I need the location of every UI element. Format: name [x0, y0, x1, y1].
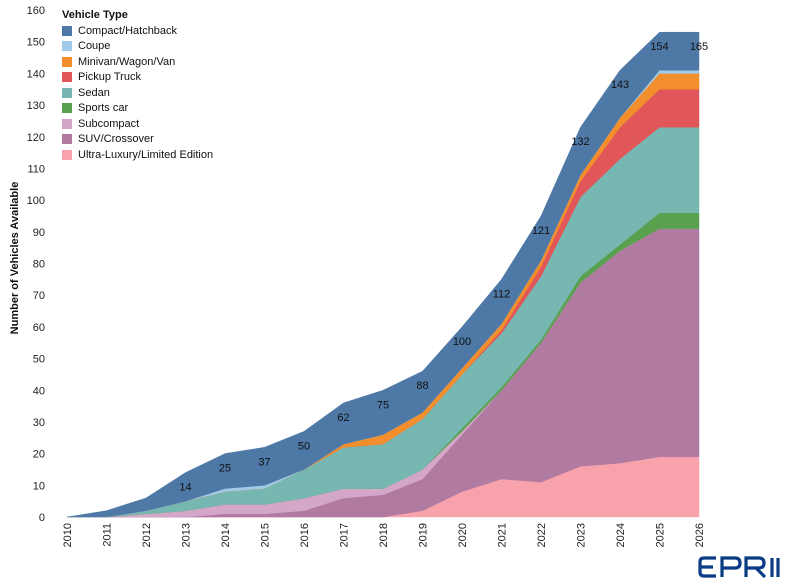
data-labels: 14 25 37 50 62 75 88 100 112 121 132 143 154 165 — [179, 41, 708, 493]
y-tick-label: 160 — [27, 5, 45, 17]
epri-logo — [698, 556, 780, 579]
y-tick-label: 50 — [33, 354, 45, 366]
x-tick-label: 2026 — [694, 523, 706, 547]
legend-swatch — [62, 134, 72, 145]
area-layer — [66, 31, 700, 518]
legend-label: Ultra-Luxury/Limited Edition — [78, 148, 214, 161]
x-tick-label: 2021 — [497, 523, 509, 547]
legend-label: Sedan — [78, 86, 110, 99]
legend-item: Minivan/Wagon/Van — [62, 54, 213, 70]
y-tick-label: 60 — [33, 322, 45, 334]
legend-item: Pickup Truck — [62, 70, 213, 86]
y-tick-label: 20 — [33, 449, 45, 461]
legend-label: Pickup Truck — [78, 71, 141, 84]
y-tick-label: 110 — [27, 163, 45, 175]
y-tick-label: 30 — [33, 417, 45, 429]
data-label: 112 — [493, 288, 511, 300]
legend-title: Vehicle Type — [62, 9, 128, 21]
y-tick-label: 140 — [27, 68, 45, 80]
y-tick-label: 80 — [33, 259, 45, 271]
legend-swatch — [62, 41, 72, 52]
x-tick-label: 2025 — [655, 523, 667, 547]
legend-swatch — [62, 56, 72, 67]
x-tick-label: 2022 — [536, 523, 548, 547]
x-tick-label: 2013 — [181, 523, 193, 547]
legend-swatch — [62, 103, 72, 114]
data-label: 165 — [690, 41, 708, 53]
x-tick-label: 2019 — [418, 523, 430, 547]
data-label: 62 — [337, 412, 349, 424]
area-series-8 — [66, 31, 700, 518]
y-tick-label: 100 — [27, 195, 45, 207]
x-tick-label: 2020 — [457, 523, 469, 547]
data-label: 37 — [258, 456, 270, 468]
data-label: 88 — [416, 380, 428, 392]
y-tick-label: 70 — [33, 290, 45, 302]
y-axis-label: Number of Vehicles Available — [9, 182, 21, 335]
x-tick-label: 2015 — [260, 523, 272, 547]
x-tick-label: 2018 — [378, 523, 390, 547]
x-tick-label: 2014 — [220, 523, 232, 547]
x-tick-label: 2012 — [141, 523, 153, 547]
legend: Vehicle Type Compact/Hatchback Coupe Miniv… — [62, 9, 213, 163]
data-label: 75 — [377, 399, 389, 411]
legend-label: Coupe — [78, 40, 111, 53]
legend-label: Compact/Hatchback — [78, 24, 178, 37]
y-tick-label: 120 — [27, 132, 45, 144]
data-label: 132 — [571, 136, 589, 148]
legend-item: SUV/Crossover — [62, 132, 213, 148]
y-tick-label: 150 — [27, 37, 45, 49]
legend-items: Compact/Hatchback Coupe Minivan/Wagon/Van P… — [62, 23, 213, 163]
data-label: 50 — [298, 440, 310, 452]
data-label: 14 — [179, 482, 191, 494]
data-label: 25 — [219, 463, 231, 475]
y-tick-label: 90 — [33, 227, 45, 239]
legend-item: Coupe — [62, 39, 213, 55]
legend-item: Sports car — [62, 101, 213, 117]
legend-label: Minivan/Wagon/Van — [78, 55, 176, 68]
legend-item: Ultra-Luxury/Limited Edition — [62, 147, 213, 163]
legend-label: SUV/Crossover — [78, 133, 154, 146]
data-label: 100 — [453, 336, 471, 348]
y-tick-label: 130 — [27, 100, 45, 112]
data-label: 154 — [650, 41, 668, 53]
legend-item: Subcompact — [62, 116, 213, 132]
data-label: 121 — [532, 225, 550, 237]
legend-swatch — [62, 149, 72, 160]
legend-swatch — [62, 25, 72, 36]
x-tick-label: 2010 — [62, 523, 74, 547]
legend-label: Sports car — [78, 102, 129, 115]
x-tick-label: 2016 — [299, 523, 311, 547]
y-tick-label: 10 — [33, 480, 45, 492]
legend-swatch — [62, 118, 72, 129]
legend-item: Compact/Hatchback — [62, 23, 213, 39]
y-tick-label: 0 — [39, 512, 45, 524]
data-label: 143 — [611, 79, 629, 91]
legend-swatch — [62, 87, 72, 98]
legend-item: Sedan — [62, 85, 213, 101]
x-tick-label: 2017 — [339, 523, 351, 547]
legend-label: Subcompact — [78, 117, 140, 130]
legend-swatch — [62, 72, 72, 83]
x-tick-label: 2023 — [576, 523, 588, 547]
x-axis: 2010 2011 2012 2013 2014 2015 2016 2017 2018 2019… — [62, 523, 706, 547]
y-axis: 0 10 20 30 40 50 60 70 80 90 100 110 120 130 140 150 160 — [27, 5, 45, 524]
x-tick-label: 2011 — [102, 523, 114, 547]
y-tick-label: 40 — [33, 385, 45, 397]
x-tick-label: 2024 — [615, 523, 627, 547]
